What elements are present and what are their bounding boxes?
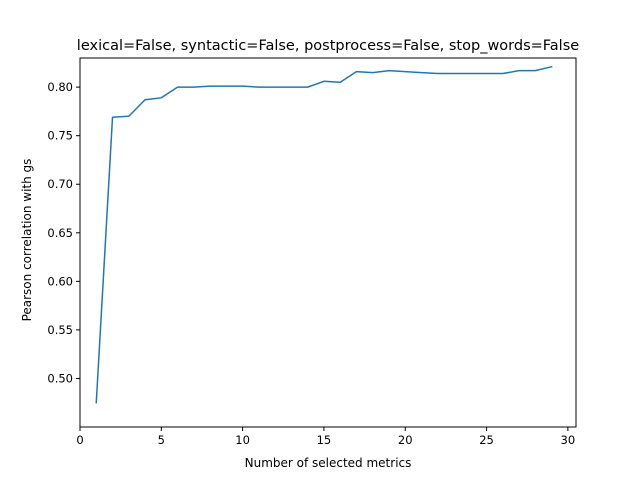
axes-frame <box>79 57 577 428</box>
y-axis-label: Pearson correlation with gs <box>20 159 34 322</box>
y-tick-label: 0.70 <box>47 177 73 191</box>
x-tick-label: 0 <box>76 433 83 447</box>
plot-area: 0 5 10 15 20 25 30 0.50 0.55 0.60 0.65 0.70 0.75 0.80 <box>47 57 577 447</box>
x-tick-label: 10 <box>235 433 250 447</box>
chart-title: lexical=False, syntactic=False, postproc… <box>77 38 579 54</box>
y-tick-label: 0.75 <box>47 129 73 143</box>
y-tick-label: 0.80 <box>47 80 73 94</box>
series-line-0 <box>95 65 553 404</box>
x-tick-label: 5 <box>158 433 165 447</box>
x-tick-label: 25 <box>479 433 494 447</box>
x-tick-label: 30 <box>561 433 576 447</box>
y-tick-label: 0.50 <box>47 371 73 385</box>
x-axis-label: Number of selected metrics <box>245 456 412 470</box>
y-tick-label: 0.55 <box>47 323 73 337</box>
y-tick-label: 0.60 <box>47 274 73 288</box>
y-tick-label: 0.65 <box>47 226 73 240</box>
x-tick-label: 20 <box>398 433 413 447</box>
x-tick-label: 15 <box>317 433 332 447</box>
